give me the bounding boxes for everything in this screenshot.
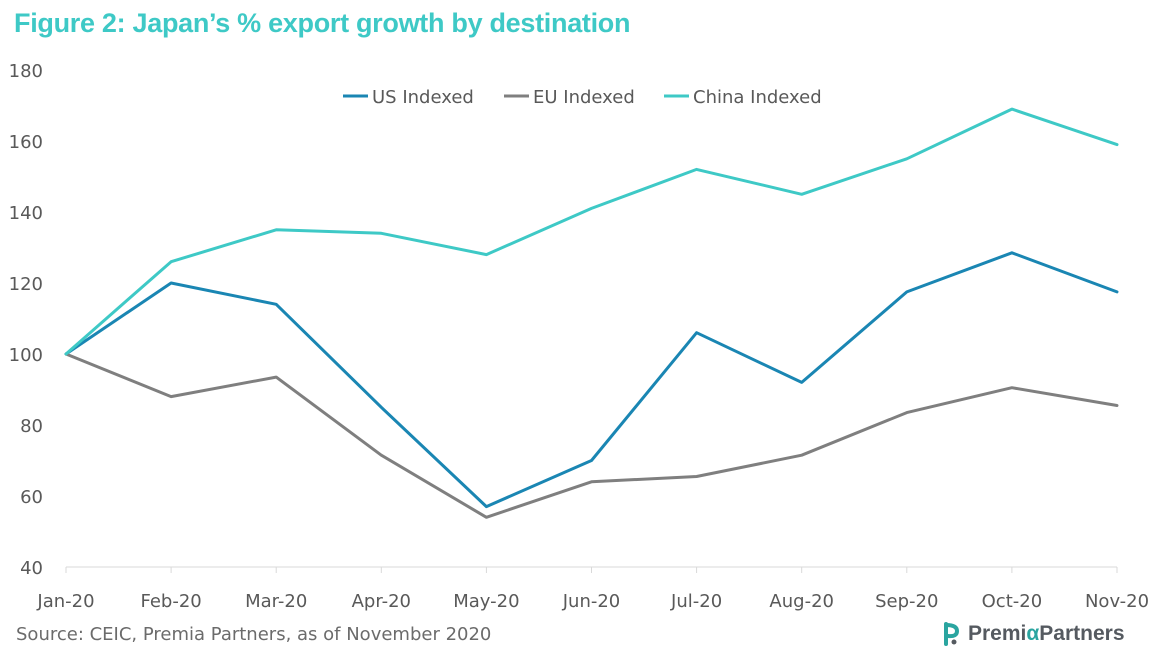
x-tick-label: Sep-20 (875, 591, 938, 612)
series-line-us-indexed (64, 251, 1119, 509)
x-tick-label: Apr-20 (352, 591, 411, 612)
y-tick-label: 140 (9, 203, 43, 224)
logo-text-part1: Premi (968, 622, 1027, 645)
source-note: Source: CEIC, Premia Partners, as of Nov… (16, 624, 492, 645)
y-tick-label: 100 (9, 345, 43, 366)
x-tick-label: Jun-20 (562, 591, 621, 612)
x-tick-label: May-20 (453, 591, 519, 612)
logo-text: PremiαPartners (968, 622, 1125, 646)
x-tick-label: Oct-20 (982, 591, 1043, 612)
chart-title: Figure 2: Japan’s % export growth by des… (14, 8, 631, 38)
series-line-eu-indexed (64, 352, 1119, 519)
y-tick-label: 80 (20, 416, 43, 437)
x-tick-label: Jan-20 (36, 591, 94, 612)
logo-text-alpha: α (1026, 622, 1040, 645)
x-tick-label: Feb-20 (140, 591, 201, 612)
y-tick-label: 60 (20, 487, 43, 508)
y-tick-label: 40 (20, 558, 43, 579)
y-tick-label: 160 (9, 132, 43, 153)
x-tick-label: Nov-20 (1085, 591, 1149, 612)
x-tick-label: Aug-20 (769, 591, 834, 612)
premia-logo-icon (944, 622, 960, 646)
legend-label: China Indexed (693, 87, 822, 108)
logo-text-part2: Partners (1039, 622, 1125, 645)
y-tick-label: 120 (9, 274, 43, 295)
x-tick-label: Mar-20 (245, 591, 307, 612)
premia-partners-logo: PremiαPartners (940, 622, 1125, 646)
x-tick-label: Jul-20 (670, 591, 722, 612)
series-line-china-indexed (64, 107, 1119, 356)
y-tick-label: 180 (9, 61, 43, 82)
legend-label: US Indexed (372, 87, 474, 108)
legend-label: EU Indexed (533, 87, 635, 108)
